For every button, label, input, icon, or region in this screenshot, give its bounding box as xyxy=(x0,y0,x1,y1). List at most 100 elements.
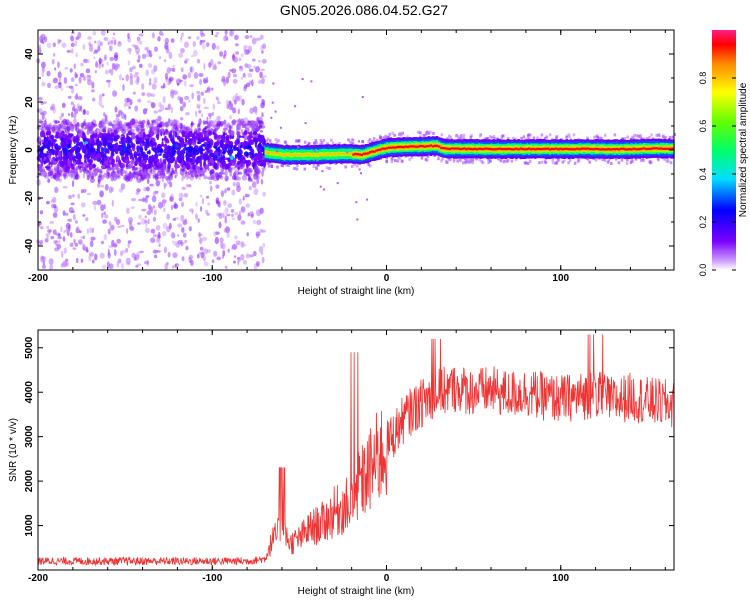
heatmap-cell xyxy=(67,143,72,149)
heatmap-cell xyxy=(172,136,175,143)
heatmap-cell xyxy=(201,113,204,118)
heatmap-cell xyxy=(222,150,226,155)
heatmap-cell xyxy=(268,139,272,143)
heatmap-cell xyxy=(80,189,84,194)
heatmap-cell xyxy=(75,257,79,264)
heatmap-cell xyxy=(361,96,364,98)
heatmap-cell xyxy=(121,142,126,148)
heatmap-cell xyxy=(128,106,131,110)
heatmap-cell xyxy=(536,147,539,150)
heatmap-cell xyxy=(195,159,199,166)
heatmap-cell xyxy=(532,136,536,140)
heatmap-cell xyxy=(523,148,527,151)
heatmap-cell xyxy=(80,105,83,112)
heatmap-cell xyxy=(244,160,249,163)
heatmap-cell xyxy=(554,161,557,165)
heatmap-cell xyxy=(211,87,214,91)
heatmap-cell xyxy=(172,252,178,259)
heatmap-cell xyxy=(544,136,547,140)
heatmap-cell xyxy=(261,256,265,264)
heatmap-cell xyxy=(131,44,136,47)
heatmap-cell xyxy=(154,254,158,259)
heatmap-cell xyxy=(106,164,110,169)
heatmap-cell xyxy=(87,148,93,155)
heatmap-cell xyxy=(490,148,493,151)
heatmap-cell xyxy=(70,35,75,42)
heatmap-cell xyxy=(429,144,432,147)
heatmap-cell xyxy=(253,138,257,143)
heatmap-cell xyxy=(287,153,290,156)
heatmap-cell xyxy=(373,150,376,153)
heatmap-cell xyxy=(244,127,250,135)
heatmap-cell xyxy=(105,119,109,125)
heatmap-cell xyxy=(156,170,162,176)
heatmap-cell xyxy=(65,212,69,216)
heatmap-cell xyxy=(469,135,472,139)
heatmap-cell xyxy=(76,103,80,110)
heatmap-cell xyxy=(519,147,522,150)
heatmap-cell xyxy=(185,183,188,188)
heatmap-cell xyxy=(203,62,206,70)
heatmap-cell xyxy=(234,235,238,240)
heatmap-cell xyxy=(417,145,420,148)
heatmap-cell xyxy=(224,30,228,35)
heatmap-cell xyxy=(71,48,74,54)
heatmap-cell xyxy=(213,124,217,128)
heatmap-cell xyxy=(64,66,68,70)
heatmap-cell xyxy=(51,142,54,150)
heatmap-cell xyxy=(91,89,95,93)
heatmap-cell xyxy=(318,153,322,157)
heatmap-cell xyxy=(569,148,573,151)
heatmap-cell xyxy=(432,131,435,135)
heatmap-cell xyxy=(193,49,198,57)
heatmap-cell xyxy=(85,217,89,222)
heatmap-cell xyxy=(336,182,339,185)
heatmap-cell xyxy=(41,142,47,145)
heatmap-cell xyxy=(125,122,131,127)
heatmap-cell xyxy=(63,147,68,155)
heatmap-cell xyxy=(190,259,194,266)
colorbar-label: Normalized spectral amplitude xyxy=(738,82,749,217)
heatmap-cell xyxy=(521,147,524,151)
heatmap-cell xyxy=(250,213,254,218)
heatmap-cell xyxy=(304,153,307,156)
heatmap-cell xyxy=(67,218,70,222)
heatmap-cell xyxy=(626,148,629,151)
heatmap-cell xyxy=(92,259,95,264)
heatmap-cell xyxy=(197,105,201,110)
heatmap-cell xyxy=(216,115,221,121)
heatmap-cell xyxy=(152,234,157,238)
heatmap-cell xyxy=(398,145,401,148)
heatmap-cell xyxy=(494,148,497,151)
heatmap-cell xyxy=(275,140,279,144)
heatmap-cell xyxy=(556,159,560,163)
heatmap-cell xyxy=(625,161,629,165)
y-tick-label: 2000 xyxy=(24,470,35,493)
heatmap-cell xyxy=(206,42,210,47)
heatmap-cell xyxy=(592,148,596,151)
heatmap-cell xyxy=(41,145,45,150)
heatmap-cell xyxy=(133,174,137,180)
heatmap-cell xyxy=(46,200,50,205)
heatmap-cell xyxy=(164,44,169,51)
heatmap-cell xyxy=(240,53,244,58)
heatmap-cell xyxy=(637,134,640,138)
heatmap-cell xyxy=(213,63,217,70)
heatmap-cell xyxy=(94,40,97,44)
heatmap-cell xyxy=(598,136,601,140)
heatmap-cell xyxy=(226,213,231,217)
heatmap-cell xyxy=(279,126,282,129)
heatmap-cell xyxy=(126,97,131,102)
heatmap-cell xyxy=(166,165,170,173)
heatmap-cell xyxy=(574,148,577,151)
heatmap-cell xyxy=(371,139,374,143)
heatmap-cell xyxy=(525,148,529,151)
heatmap-cell xyxy=(209,157,214,164)
heatmap-cell xyxy=(122,147,127,152)
heatmap-cell xyxy=(256,219,262,226)
heatmap-cell xyxy=(252,130,257,136)
heatmap-cell xyxy=(399,131,402,135)
heatmap-cell xyxy=(551,161,555,164)
heatmap-cell xyxy=(127,126,133,130)
heatmap-cell xyxy=(80,202,86,208)
